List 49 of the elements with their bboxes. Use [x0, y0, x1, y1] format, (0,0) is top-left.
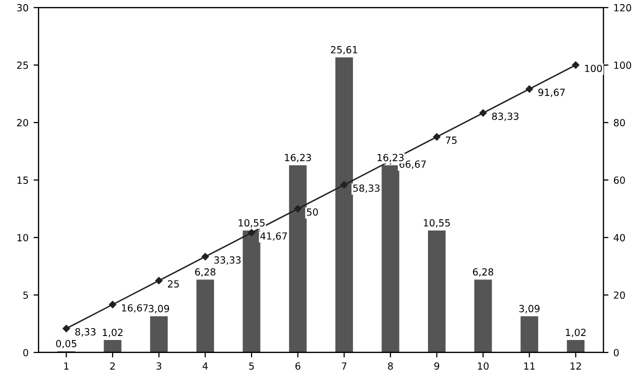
x-tick-label: 3 — [156, 362, 162, 370]
data-label: 25 — [168, 280, 179, 288]
data-label: 83,33 — [492, 112, 518, 121]
data-label: 16,67 — [122, 304, 148, 313]
y-tick-label: 15 — [17, 176, 28, 184]
y2-tick-label: 100 — [614, 62, 632, 69]
x-tick-label: 9 — [434, 362, 440, 370]
data-label: 3,09 — [519, 304, 540, 314]
data-label: 25,61 — [330, 46, 358, 54]
x-tick-label: 5 — [249, 362, 254, 370]
data-label: 75 — [446, 136, 457, 144]
y-tick-label: 5 — [23, 292, 28, 299]
data-label: 50 — [306, 208, 318, 216]
data-label: 16,23 — [284, 154, 311, 162]
data-label: 100 — [585, 64, 602, 72]
y-tick-label: 10 — [17, 234, 28, 242]
x-tick-label: 8 — [388, 362, 393, 370]
data-label: 58,33 — [353, 184, 380, 193]
data-label: 6,28 — [195, 268, 216, 277]
y2-tick-label: 80 — [614, 119, 625, 126]
y-tick-label: 0 — [23, 348, 28, 356]
y2-tick-label: 0 — [614, 348, 619, 356]
data-label: 8,33 — [75, 328, 96, 337]
x-tick-label: 11 — [524, 362, 535, 370]
x-tick-label: 10 — [478, 362, 489, 370]
x-tick-label: 6 — [295, 362, 300, 370]
data-label: 3,09 — [148, 304, 170, 314]
x-tick-label: 7 — [342, 362, 346, 370]
y-tick-label: 20 — [17, 119, 28, 126]
data-label: 91,67 — [538, 88, 565, 97]
y2-tick-label: 40 — [614, 234, 625, 242]
data-label: 41,67 — [260, 232, 287, 241]
y2-tick-label: 60 — [614, 176, 625, 184]
y2-tick-label: 120 — [614, 4, 632, 12]
y-tick-label: 25 — [17, 62, 28, 69]
data-label: 6,28 — [472, 268, 494, 277]
data-label: 10,55 — [238, 219, 265, 228]
x-tick-label: 1 — [64, 362, 68, 370]
data-label: 1,02 — [566, 328, 586, 338]
x-tick-label: 12 — [570, 362, 581, 370]
data-label: 16,23 — [378, 154, 404, 162]
x-tick-label: 4 — [202, 362, 208, 370]
y-tick-label: 30 — [17, 4, 28, 12]
y2-tick-label: 20 — [614, 291, 625, 299]
data-label: 1,02 — [102, 328, 122, 338]
data-label: 10,55 — [424, 219, 450, 228]
x-tick-label: 2 — [110, 362, 115, 370]
data-label: 33,33 — [214, 256, 241, 265]
data-label: 0,05 — [56, 340, 76, 348]
